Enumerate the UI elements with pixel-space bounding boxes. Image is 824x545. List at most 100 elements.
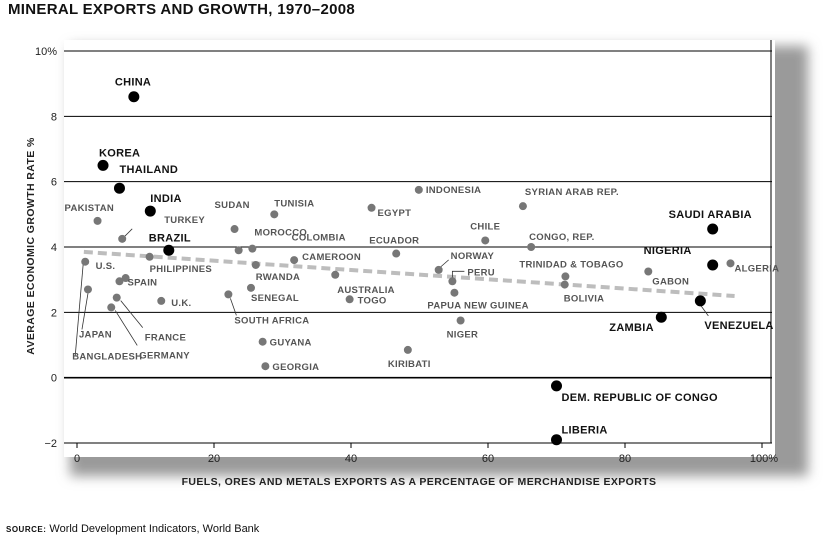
leader-south-africa bbox=[230, 298, 237, 316]
label-papua-new-guinea: PAPUA NEW GUINEA bbox=[427, 301, 528, 312]
point-germany bbox=[107, 303, 116, 312]
label-japan: JAPAN bbox=[79, 329, 112, 340]
leader-peru bbox=[451, 270, 465, 279]
trendline bbox=[83, 249, 735, 298]
point-algeria bbox=[726, 259, 735, 268]
point-senegal bbox=[246, 283, 255, 292]
label-trinidad-tobago: TRINIDAD & TOBAGO bbox=[519, 259, 623, 270]
label-norway: NORWAY bbox=[451, 251, 495, 262]
label-liberia: LIBERIA bbox=[562, 425, 608, 437]
point-chile bbox=[481, 236, 490, 245]
point-tunisia bbox=[270, 210, 279, 219]
point-india bbox=[144, 205, 156, 217]
axes: −2 0 2 4 6 8 10% 0 20 40 60 80 100% bbox=[35, 40, 778, 465]
label-indonesia: INDONESIA bbox=[426, 185, 481, 196]
label-australia: AUSTRALIA bbox=[337, 285, 395, 296]
trend-line bbox=[83, 249, 735, 298]
label-congo-rep: CONGO, REP. bbox=[529, 232, 594, 243]
point-australia bbox=[331, 270, 340, 279]
source-label: SOURCE: bbox=[6, 525, 47, 534]
data-points bbox=[81, 91, 735, 446]
label-rwanda: RWANDA bbox=[256, 272, 300, 283]
label-brazil: BRAZIL bbox=[149, 232, 191, 244]
label-bolivia: BOLIVIA bbox=[564, 294, 605, 305]
chart-title: MINERAL EXPORTS AND GROWTH, 1970–2008 bbox=[8, 1, 356, 18]
point-niger bbox=[456, 316, 465, 325]
label-u-k: U.K. bbox=[171, 298, 191, 309]
label-colombia: COLOMBIA bbox=[292, 232, 346, 243]
y-tick-label: 6 bbox=[51, 177, 57, 189]
label-tunisia: TUNISIA bbox=[274, 198, 314, 209]
point-georgia bbox=[261, 362, 270, 371]
point-syrian-arab-rep bbox=[518, 202, 527, 211]
point-gabon bbox=[644, 267, 653, 276]
label-korea: KOREA bbox=[99, 147, 140, 159]
y-axis-label: AVERAGE ECONOMIC GROWTH RATE % bbox=[25, 137, 37, 355]
point-congo-rep bbox=[527, 243, 536, 251]
label-gabon: GABON bbox=[652, 277, 689, 288]
point-togo bbox=[345, 295, 354, 304]
leader-bangladesh bbox=[74, 263, 84, 356]
point-cameroon bbox=[290, 256, 299, 265]
point-norway bbox=[434, 265, 443, 274]
point-korea bbox=[97, 159, 109, 171]
label-georgia: GEORGIA bbox=[272, 362, 319, 373]
point-turkey bbox=[118, 234, 127, 243]
label-nigeria: NIGERIA bbox=[644, 245, 692, 257]
point-philippines bbox=[145, 252, 154, 261]
point-morocco bbox=[248, 244, 257, 253]
source-text: World Development Indicators, World Bank bbox=[49, 523, 260, 535]
y-tick-label: 10% bbox=[35, 46, 57, 58]
point-pakistan bbox=[93, 216, 102, 225]
label-cameroon: CAMEROON bbox=[302, 252, 361, 263]
plot-background bbox=[64, 40, 775, 457]
point-u-k bbox=[157, 296, 166, 305]
point-guyana bbox=[258, 337, 267, 346]
label-pakistan: PAKISTAN bbox=[65, 203, 115, 214]
x-tick-label: 0 bbox=[74, 453, 80, 465]
label-spain: SPAIN bbox=[127, 277, 157, 288]
point-france bbox=[112, 293, 121, 302]
label-chile: CHILE bbox=[470, 221, 500, 232]
point-japan bbox=[83, 285, 92, 294]
label-china: CHINA bbox=[115, 77, 151, 89]
point-trinidad-tobago bbox=[561, 272, 570, 281]
point-zambia bbox=[655, 311, 667, 323]
point-china bbox=[128, 91, 140, 103]
label-turkey: TURKEY bbox=[164, 215, 205, 226]
point-brazil bbox=[163, 244, 175, 256]
point-sudan bbox=[230, 225, 239, 234]
leader-japan bbox=[81, 293, 89, 330]
point-kiribati bbox=[403, 345, 412, 354]
x-tick-label: 60 bbox=[482, 453, 494, 465]
label-morocco: MOROCCO bbox=[254, 228, 307, 239]
point-papua-new-guinea bbox=[450, 288, 459, 297]
point-liberia bbox=[551, 434, 562, 446]
label-thailand: THAILAND bbox=[119, 164, 178, 176]
point-south-africa bbox=[224, 290, 233, 299]
point-rwanda bbox=[251, 260, 260, 269]
label-algeria: ALGERIA bbox=[734, 263, 779, 274]
leader-turkey bbox=[123, 228, 133, 238]
gridlines bbox=[64, 50, 772, 379]
y-tick-label: 8 bbox=[51, 111, 57, 123]
label-saudi-arabia: SAUDI ARABIA bbox=[669, 209, 752, 221]
label-india: INDIA bbox=[150, 193, 181, 205]
point-bangladesh bbox=[81, 257, 90, 266]
label-dem-republic-of-congo: DEM. REPUBLIC OF CONGO bbox=[562, 392, 718, 404]
label-guyana: GUYANA bbox=[270, 338, 312, 349]
point-u-s bbox=[121, 274, 130, 283]
y-tick-label: −2 bbox=[44, 438, 57, 450]
label-philippines: PHILIPPINES bbox=[150, 264, 212, 275]
y-tick-label: 2 bbox=[51, 307, 57, 319]
label-senegal: SENEGAL bbox=[251, 293, 299, 304]
point-thailand bbox=[113, 182, 125, 194]
label-egypt: EGYPT bbox=[378, 208, 412, 219]
point-saudi-arabia bbox=[707, 223, 719, 235]
x-tick-label: 100% bbox=[750, 453, 778, 465]
label-germany: GERMANY bbox=[139, 350, 190, 361]
y-tick-label: 0 bbox=[51, 373, 57, 385]
label-south-africa: SOUTH AFRICA bbox=[234, 315, 309, 326]
point-bolivia bbox=[560, 280, 569, 289]
